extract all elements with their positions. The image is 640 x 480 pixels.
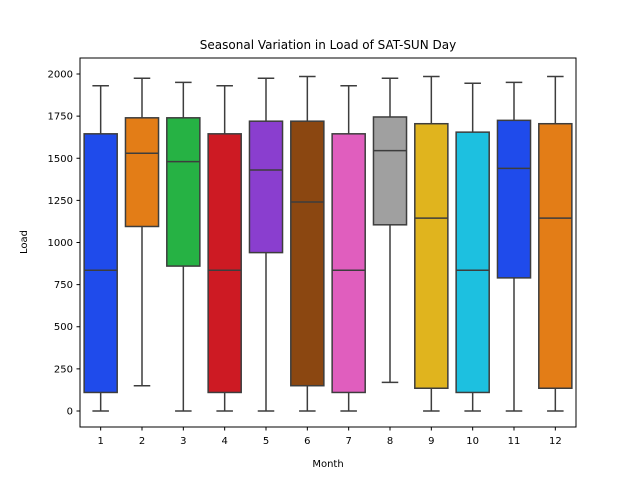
iqr-box bbox=[455, 131, 490, 394]
x-axis: 1 2 3 4 5 6 7 8 9 10 11 12 bbox=[97, 427, 562, 447]
y-axis: 0 250 500 750 1000 1250 1500 1750 2000 bbox=[48, 70, 80, 417]
y-tick-label: 0 bbox=[67, 406, 73, 417]
iqr-box bbox=[124, 117, 160, 228]
box-group-month-4 bbox=[207, 85, 242, 412]
y-tick-label: 1000 bbox=[48, 238, 73, 249]
y-tick-label: 500 bbox=[54, 322, 73, 333]
box-group-month-10 bbox=[455, 82, 490, 412]
x-tick-label: 10 bbox=[466, 436, 479, 447]
y-tick-label: 250 bbox=[54, 364, 73, 375]
chart-title: Seasonal Variation in Load of SAT-SUN Da… bbox=[200, 38, 456, 52]
boxes-layer bbox=[83, 75, 573, 412]
box-group-month-5 bbox=[248, 77, 284, 412]
x-tick-label: 7 bbox=[345, 436, 351, 447]
box-group-month-2 bbox=[124, 77, 160, 387]
x-tick-label: 11 bbox=[508, 436, 521, 447]
iqr-box bbox=[372, 116, 408, 226]
x-axis-label: Month bbox=[312, 459, 343, 470]
x-tick-label: 3 bbox=[180, 436, 186, 447]
iqr-box bbox=[83, 133, 118, 394]
y-tick-label: 1250 bbox=[48, 196, 73, 207]
box-group-month-3 bbox=[166, 81, 201, 412]
y-axis-label: Load bbox=[19, 230, 30, 254]
y-tick-label: 1750 bbox=[48, 112, 73, 123]
x-tick-label: 12 bbox=[549, 436, 562, 447]
iqr-box bbox=[248, 120, 284, 254]
box-group-month-11 bbox=[496, 81, 532, 412]
box-group-month-6 bbox=[290, 75, 325, 412]
y-tick-label: 2000 bbox=[48, 70, 73, 81]
box-group-month-9 bbox=[414, 75, 449, 412]
iqr-box bbox=[496, 119, 532, 279]
x-tick-label: 6 bbox=[304, 436, 310, 447]
iqr-box bbox=[166, 117, 201, 267]
iqr-box bbox=[207, 133, 242, 394]
y-tick-label: 750 bbox=[54, 280, 73, 291]
box-group-month-1 bbox=[83, 85, 118, 412]
x-tick-label: 9 bbox=[428, 436, 434, 447]
x-tick-label: 1 bbox=[97, 436, 103, 447]
box-group-month-8 bbox=[372, 77, 408, 384]
x-tick-label: 5 bbox=[263, 436, 269, 447]
iqr-box bbox=[331, 133, 366, 394]
iqr-box bbox=[414, 122, 449, 389]
iqr-box bbox=[290, 120, 325, 387]
box-group-month-7 bbox=[331, 85, 366, 412]
y-tick-label: 1500 bbox=[48, 154, 73, 165]
iqr-box bbox=[538, 122, 573, 389]
x-tick-label: 2 bbox=[139, 436, 145, 447]
x-tick-label: 8 bbox=[387, 436, 393, 447]
x-tick-label: 4 bbox=[221, 436, 227, 447]
box-group-month-12 bbox=[538, 75, 573, 412]
